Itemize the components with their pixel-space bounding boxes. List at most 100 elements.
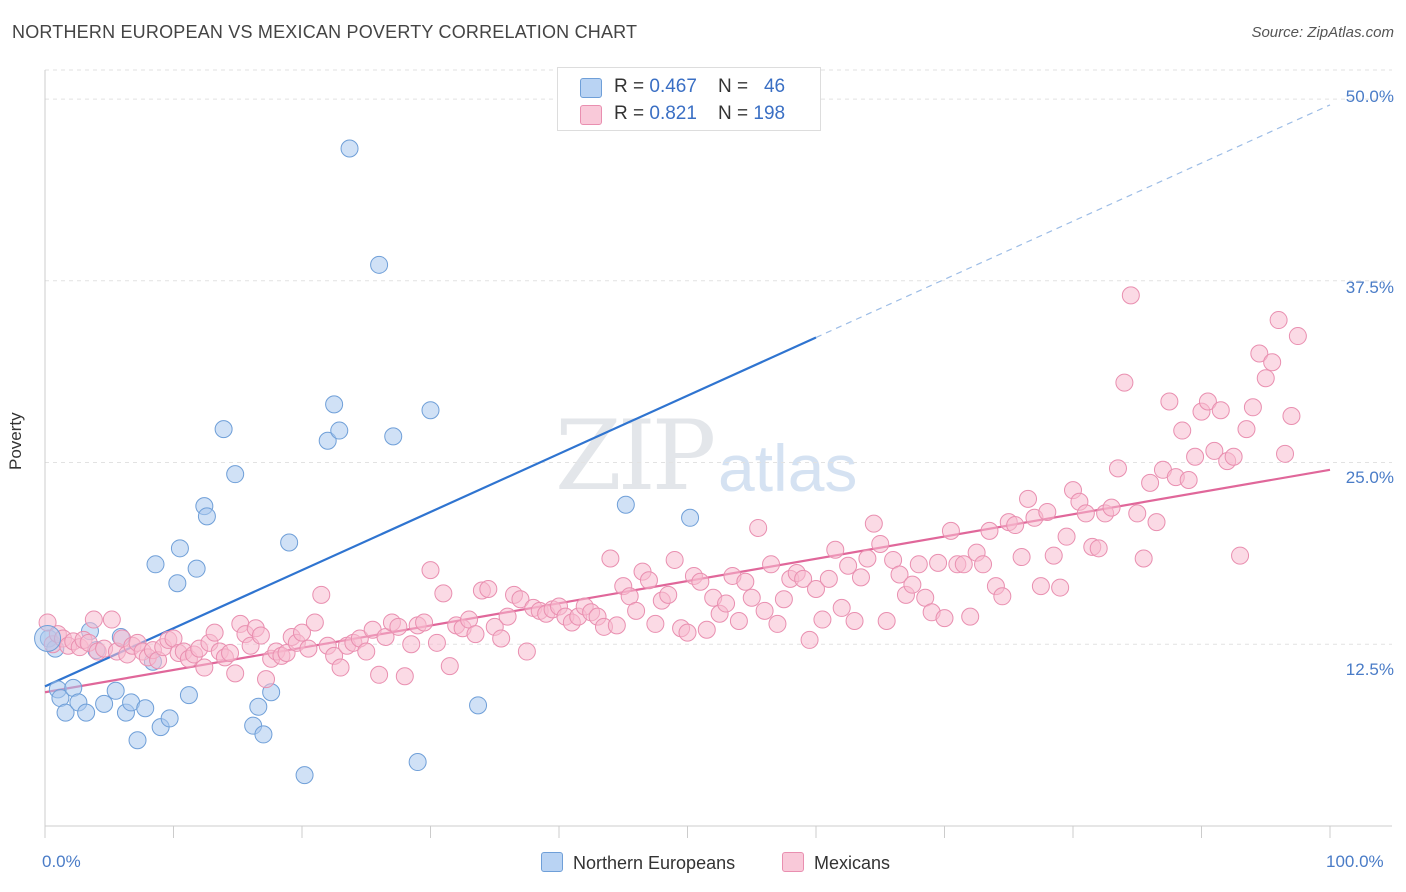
point-mexicans — [221, 643, 240, 662]
point-mexicans — [1076, 504, 1095, 523]
legend-swatch-blue — [580, 78, 602, 98]
point-northern-europeans — [106, 681, 125, 700]
point-northern-europeans — [330, 421, 349, 440]
point-mexicans — [421, 561, 440, 580]
point-mexicans — [195, 658, 214, 677]
axes — [44, 70, 1392, 838]
point-mexicans — [639, 571, 658, 590]
trend-line-extension — [815, 104, 1331, 339]
point-mexicans — [1282, 407, 1301, 426]
point-mexicans — [1160, 392, 1179, 411]
point-mexicans — [742, 588, 761, 607]
point-mexicans — [1102, 498, 1121, 517]
point-mexicans — [1089, 539, 1108, 558]
point-mexicans — [627, 601, 646, 620]
point-mexicans — [864, 514, 883, 533]
point-northern-europeans — [214, 420, 233, 439]
point-mexicans — [1115, 373, 1134, 392]
point-mexicans — [736, 572, 755, 591]
point-mexicans — [1237, 420, 1256, 439]
point-mexicans — [665, 550, 684, 569]
point-mexicans — [226, 664, 245, 683]
point-northern-europeans — [56, 703, 75, 722]
point-mexicans — [1038, 502, 1057, 521]
point-mexicans — [257, 670, 276, 689]
legend-n-label: N = — [718, 103, 754, 124]
point-mexicans — [819, 569, 838, 588]
point-mexicans — [1288, 327, 1307, 346]
point-mexicans — [389, 617, 408, 636]
point-mexicans — [1179, 470, 1198, 489]
point-mexicans — [800, 630, 819, 649]
point-mexicans — [1121, 286, 1140, 305]
point-mexicans — [1231, 546, 1250, 565]
point-mexicans — [1006, 516, 1025, 535]
point-mexicans — [935, 609, 954, 628]
y-tick-label: 25.0% — [1345, 468, 1394, 487]
point-mexicans — [305, 613, 324, 632]
point-northern-europeans — [254, 725, 273, 744]
point-northern-europeans — [160, 709, 179, 728]
point-northern-europeans — [128, 731, 147, 750]
point-mexicans — [1147, 513, 1166, 532]
y-tick-label: 50.0% — [1345, 87, 1394, 106]
point-northern-europeans — [280, 533, 299, 552]
point-mexicans — [941, 521, 960, 540]
legend-swatch-pink — [782, 852, 804, 872]
point-mexicans — [826, 540, 845, 559]
point-mexicans — [102, 610, 121, 629]
point-northern-europeans — [325, 395, 344, 414]
point-northern-europeans — [469, 696, 488, 715]
point-mexicans — [755, 601, 774, 620]
point-mexicans — [749, 518, 768, 537]
point-mexicans — [517, 642, 536, 661]
point-mexicans — [1276, 444, 1295, 463]
point-mexicans — [251, 626, 270, 645]
point-northern-europeans — [295, 766, 314, 785]
point-northern-europeans — [421, 401, 440, 420]
legend-n-value: 46 — [763, 76, 786, 97]
legend-r-label: R = — [614, 103, 650, 124]
point-mexicans — [993, 587, 1012, 606]
chart-source: Source: ZipAtlas.com — [1251, 24, 1394, 41]
point-mexicans — [691, 572, 710, 591]
point-mexicans — [395, 667, 414, 686]
watermark-atlas: atlas — [718, 431, 858, 505]
point-mexicans — [1019, 489, 1038, 508]
point-mexicans — [1057, 527, 1076, 546]
point-mexicans — [1269, 311, 1288, 330]
point-mexicans — [1141, 473, 1160, 492]
y-axis-label: Poverty — [6, 412, 25, 470]
legend-swatch-blue — [541, 852, 563, 872]
point-mexicans — [440, 657, 459, 676]
point-northern-europeans — [187, 559, 206, 578]
point-northern-europeans — [136, 699, 155, 718]
point-mexicans — [794, 569, 813, 588]
x-tick-label: 100.0% — [1326, 852, 1384, 871]
legend-item-northern-europeans[interactable]: Northern Europeans — [541, 852, 735, 874]
legend-item-mexicans[interactable]: Mexicans — [782, 852, 890, 874]
point-northern-europeans — [681, 508, 700, 527]
point-mexicans — [370, 665, 389, 684]
point-mexicans — [871, 534, 890, 553]
point-mexicans — [954, 555, 973, 574]
point-mexicans — [1243, 398, 1262, 417]
point-mexicans — [1173, 421, 1192, 440]
point-mexicans — [427, 633, 446, 652]
point-mexicans — [832, 598, 851, 617]
grid-lines — [45, 69, 1392, 645]
point-mexicans — [807, 580, 825, 599]
point-mexicans — [402, 635, 421, 654]
point-mexicans — [929, 553, 948, 572]
point-mexicans — [729, 612, 748, 631]
point-northern-europeans — [170, 539, 189, 558]
point-mexicans — [607, 616, 626, 635]
legend-swatch-pink — [580, 105, 602, 125]
point-mexicans — [1198, 392, 1217, 411]
point-northern-europeans — [146, 555, 165, 574]
point-mexicans — [1044, 546, 1063, 565]
point-mexicans — [1012, 548, 1031, 567]
point-mexicans — [697, 620, 716, 639]
point-mexicans — [717, 594, 736, 613]
point-northern-europeans — [318, 431, 337, 450]
